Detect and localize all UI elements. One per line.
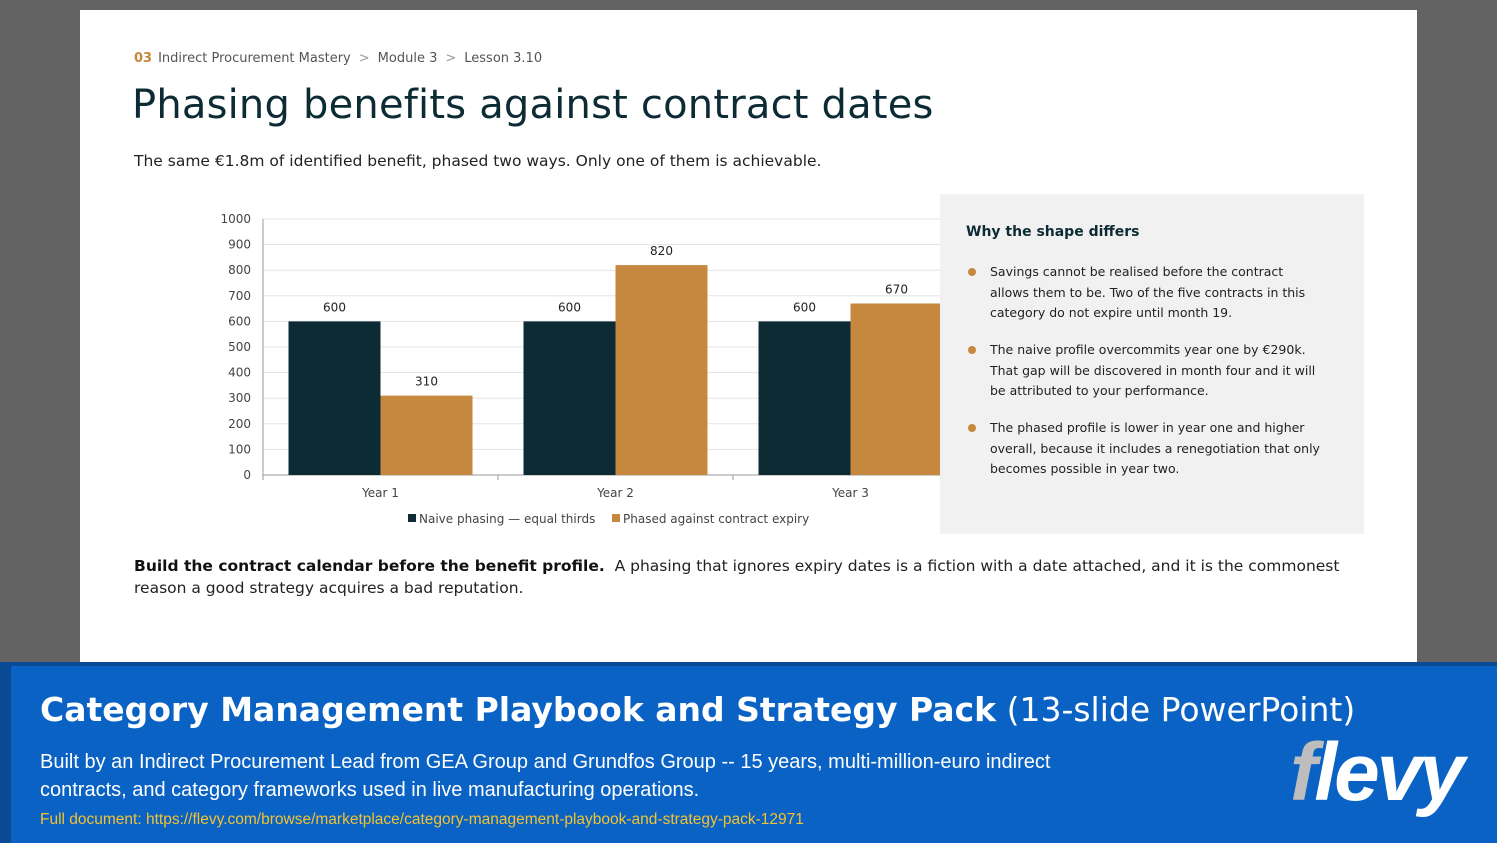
y-tick-label: 100	[228, 442, 251, 456]
bar	[523, 321, 616, 475]
y-tick-label: 500	[228, 340, 251, 354]
bar	[380, 395, 473, 475]
promo-banner: Category Management Playbook and Strateg…	[0, 662, 1497, 843]
legend-label: Naive phasing — equal thirds	[419, 512, 595, 526]
page-subtitle: The same €1.8m of identified benefit, ph…	[134, 152, 822, 170]
data-label: 600	[793, 300, 816, 314]
y-tick-label: 800	[228, 263, 251, 277]
banner-top-stripe	[0, 662, 1497, 666]
bar	[615, 265, 708, 475]
bar-chart: 0 100 200 300 400 500 600 700 800 900 1000 600 310 Ye…	[220, 212, 944, 526]
data-label: 310	[415, 375, 438, 389]
breadcrumb-lesson: Lesson 3.10	[464, 51, 543, 66]
bullet-dot-icon	[968, 424, 976, 432]
x-tick-label: Year 3	[831, 486, 869, 500]
y-tick-label: 700	[228, 289, 251, 303]
legend-label: Phased against contract expiry	[623, 512, 809, 526]
flevy-logo: flevy	[1290, 727, 1465, 818]
data-label: 670	[885, 282, 908, 296]
breadcrumb-course: Indirect Procurement Mastery	[158, 51, 351, 66]
bullet-text: Savings cannot be realised before the co…	[990, 264, 1306, 320]
y-tick-label: 200	[228, 417, 251, 431]
section-number: 03	[134, 51, 153, 66]
document-link[interactable]: Full document: https://flevy.com/browse/…	[40, 811, 804, 828]
bullet-item: The phased profile is lower in year one …	[966, 418, 1326, 480]
bullet-dot-icon	[968, 346, 976, 354]
bullet-text: The phased profile is lower in year one …	[990, 420, 1320, 476]
side-panel-title: Why the shape differs	[966, 224, 1140, 240]
bullet-item: Savings cannot be realised before the co…	[966, 262, 1326, 324]
legend-swatch	[612, 514, 620, 522]
breadcrumb-separator: >	[445, 51, 457, 66]
breadcrumb-module: Module 3	[377, 51, 438, 66]
x-tick-label: Year 2	[596, 486, 634, 500]
side-panel: Why the shape differs Savings cannot be …	[940, 194, 1364, 534]
bar	[288, 321, 381, 475]
y-tick-label: 400	[228, 366, 251, 380]
y-tick-label: 1000	[220, 212, 251, 226]
breadcrumb: 03 Indirect Procurement Mastery > Module 3 >…	[134, 51, 542, 66]
bullet-item: The naive profile overcommits year one b…	[966, 340, 1326, 402]
banner-title-light: (13-slide PowerPoint)	[1006, 690, 1356, 729]
page-title: Phasing benefits against contract dates	[132, 82, 934, 128]
y-tick-label: 900	[228, 238, 251, 252]
banner-description: Built by an Indirect Procurement Lead fr…	[40, 751, 1051, 801]
data-label: 600	[558, 300, 581, 314]
bullet-text: The naive profile overcommits year one b…	[990, 342, 1316, 398]
y-tick-label: 300	[228, 391, 251, 405]
bar	[850, 303, 943, 475]
data-label: 600	[323, 300, 346, 314]
bar	[758, 321, 851, 475]
y-tick-label: 600	[228, 314, 251, 328]
y-tick-label: 0	[243, 468, 251, 482]
slide: 03 Indirect Procurement Mastery > Module 3 >…	[80, 10, 1417, 662]
legend-swatch	[408, 514, 416, 522]
banner-left-stripe	[0, 662, 11, 843]
data-label: 820	[650, 244, 673, 258]
x-tick-label: Year 1	[361, 486, 399, 500]
takeaway-text: Build the contract calendar before the b…	[134, 555, 1354, 599]
banner-title: Category Management Playbook and Strateg…	[40, 690, 1355, 729]
breadcrumb-separator: >	[358, 51, 370, 66]
takeaway-bold: Build the contract calendar before the b…	[134, 557, 605, 575]
takeaway-body: A phasing that ignores expiry dates is a…	[134, 557, 1340, 597]
banner-title-strong: Category Management Playbook and Strateg…	[40, 690, 997, 729]
bullet-dot-icon	[968, 268, 976, 276]
